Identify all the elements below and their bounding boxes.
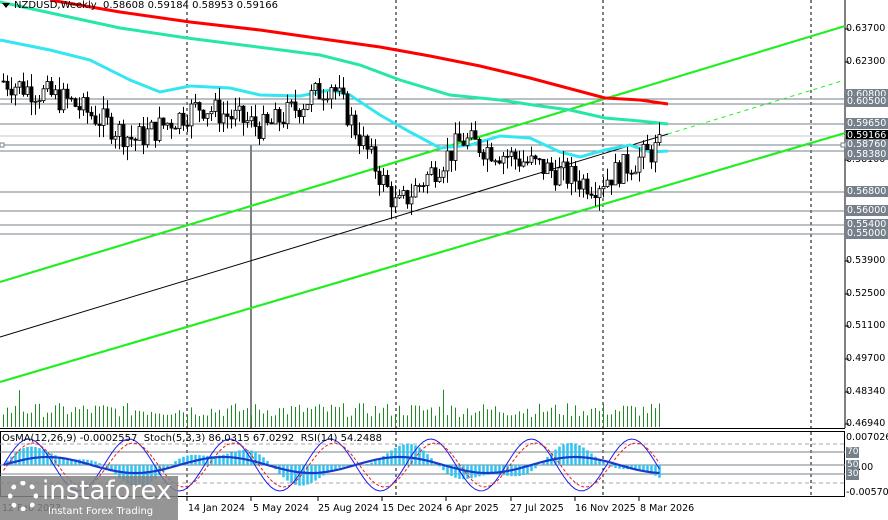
time-tick: 15 Dec 2024 (382, 503, 443, 514)
current-price-tag: 0.59166 (846, 130, 888, 141)
brand-tagline: Instant Forex Trading (48, 506, 154, 517)
rsi-label: RSI(14) 54.2488 (300, 433, 382, 444)
level-30-tag: 30 (846, 469, 859, 480)
time-tick: 6 Apr 2025 (446, 503, 499, 514)
dropdown-triangle-icon[interactable] (2, 2, 10, 8)
chart-header: NZDUSD,Weekly 0.58608 0.59184 0.58953 0.… (2, 0, 278, 11)
time-tick: 8 Mar 2026 (640, 503, 695, 514)
watermark-logo: instaforex Instant Forex Trading (0, 476, 178, 520)
level-50-tag: 50 (846, 460, 859, 471)
level-tag: 0.59650 (846, 118, 888, 129)
ohlc-values: 0.58608 0.59184 0.58953 0.59166 (103, 0, 278, 11)
level-tag: 0.60500 (846, 96, 888, 107)
time-tick: 5 May 2024 (253, 503, 309, 514)
level-tag: 0.55000 (846, 228, 888, 239)
price-tick: 0.46940 (846, 418, 886, 429)
sub-axis-bottom: -0.005700 (846, 487, 888, 498)
candlestick-series (1, 72, 662, 220)
level-tag: 0.56000 (846, 205, 888, 216)
sub-axis-zero: 0.00 (852, 462, 874, 473)
symbol-label: NZDUSD,Weekly (14, 0, 97, 11)
brand-name: instaforex (42, 476, 172, 506)
level-70-tag: 70 (846, 447, 859, 458)
sub-axis-top: 0.007026 (846, 432, 888, 443)
time-tick: 27 Jul 2025 (510, 503, 564, 514)
level-tag: 0.58380 (846, 149, 888, 160)
indicator-header: OsMA(12,26,9) -0.0002557 Stoch(5,3,3) 86… (2, 433, 382, 444)
price-tick: 0.53900 (846, 255, 886, 266)
volume-bars (3, 389, 660, 427)
level-tag: 0.56800 (846, 186, 888, 197)
level-tag: 0.60800 (846, 89, 888, 100)
time-tick: 16 Nov 2025 (575, 503, 636, 514)
price-tick: 0.52500 (846, 288, 886, 299)
price-tick: 0.49700 (846, 353, 886, 364)
price-tick: 0.48340 (846, 386, 886, 397)
level-tag: 0.55400 (846, 219, 888, 230)
time-tick: 25 Aug 2024 (318, 503, 379, 514)
time-tick: 14 Jan 2024 (188, 503, 245, 514)
price-tick: 0.62300 (846, 56, 886, 67)
gear-logo-icon (8, 481, 38, 511)
price-tick: 0.63700 (846, 23, 886, 34)
osma-label: OsMA(12,26,9) -0.0002557 (2, 433, 138, 444)
stoch-label: Stoch(5,3,3) 86.0315 67.0292 (143, 433, 295, 444)
price-tick: 0.51100 (846, 320, 886, 331)
level-tag: 0.58760 (846, 139, 888, 150)
